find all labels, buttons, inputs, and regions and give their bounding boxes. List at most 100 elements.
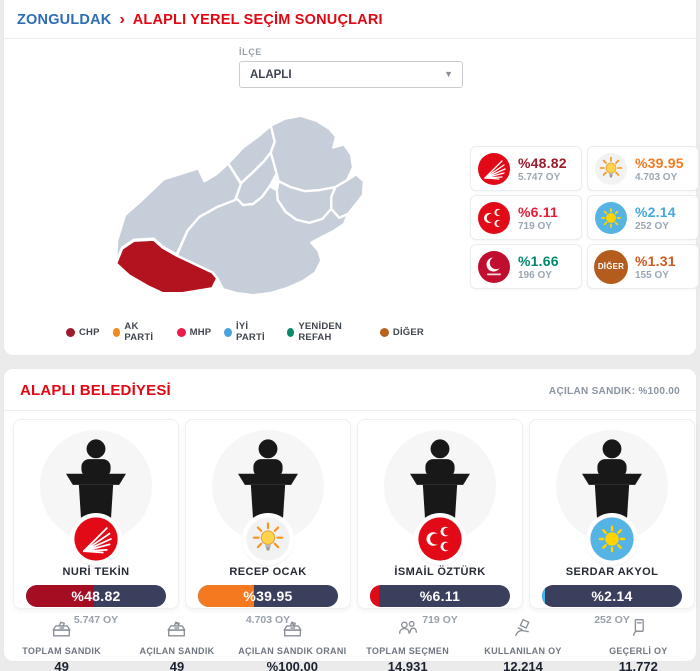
party-percent: %48.82 bbox=[518, 154, 567, 171]
party-votes: 196 OY bbox=[518, 269, 552, 281]
municipality-header: ALAPLI BELEDİYESİ AÇILAN SANDIK: %100.00 bbox=[4, 369, 696, 411]
party-card-yrp: %1.66 196 OY bbox=[470, 244, 582, 289]
party-card-diger: DİĞER %1.31 155 OY bbox=[587, 244, 699, 289]
vote-share-percent: %39.95 bbox=[243, 588, 293, 604]
legend-dot bbox=[224, 327, 233, 337]
avatar bbox=[530, 420, 694, 566]
vote-share-bar: %2.14 bbox=[542, 585, 682, 607]
iyi-logo-icon bbox=[594, 201, 628, 235]
candidate-votes: 252 OY bbox=[594, 614, 630, 626]
vote-share-bar-fill bbox=[370, 585, 379, 607]
legend-item-mhp: MHP bbox=[176, 321, 212, 343]
vote-share-bar-fill bbox=[198, 585, 254, 607]
legend-item-chp: CHP bbox=[66, 321, 100, 343]
person-silhouette-icon bbox=[410, 439, 470, 526]
legend-item-yenidenrefah: YENİDEN REFAH bbox=[286, 321, 367, 343]
district-filter-label: İLÇE bbox=[239, 47, 262, 57]
akp-logo-icon bbox=[594, 152, 628, 186]
party-percent: %6.11 bbox=[518, 203, 558, 220]
candidate-votes: 4.703 OY bbox=[245, 614, 291, 626]
party-votes: 252 OY bbox=[635, 220, 669, 232]
cast-vote-icon bbox=[515, 619, 530, 636]
ballot-box-ratio-icon bbox=[283, 621, 302, 637]
party-card-akp: %39.95 4.703 OY bbox=[587, 146, 699, 191]
stat-toplam-secmen: TOPLAM SEÇMEN 14.931 bbox=[350, 613, 465, 671]
chp-logo-icon bbox=[477, 152, 511, 186]
breadcrumb-province-link[interactable]: ZONGULDAK bbox=[17, 12, 112, 28]
legend-dot bbox=[112, 327, 121, 337]
stat-acilan-sandik: AÇILAN SANDIK 49 bbox=[119, 613, 234, 671]
map-district-south[interactable] bbox=[175, 184, 350, 297]
avatar bbox=[14, 420, 178, 566]
person-silhouette-icon bbox=[582, 439, 642, 526]
party-percent: %1.66 bbox=[518, 252, 559, 269]
valid-vote-icon bbox=[632, 619, 644, 636]
iyi-logo-icon bbox=[589, 516, 635, 562]
party-votes: 155 OY bbox=[635, 269, 669, 281]
map-district-northeast[interactable] bbox=[269, 114, 355, 193]
party-votes: 4.703 OY bbox=[635, 171, 678, 183]
municipality-title: ALAPLI BELEDİYESİ bbox=[20, 382, 171, 399]
vote-share-bar: %39.95 bbox=[198, 585, 338, 607]
chevron-down-icon: ▼ bbox=[444, 68, 453, 79]
ballot-box-open-icon bbox=[167, 621, 186, 637]
ballot-box-icon bbox=[52, 621, 71, 637]
vote-share-bar-fill bbox=[26, 585, 95, 607]
district-select[interactable]: ALAPLI ▼ bbox=[239, 61, 463, 88]
legend-item-iyiparti: İYİ PARTİ bbox=[224, 321, 273, 343]
candidate-card-ismail-ozturk: İSMAİL ÖZTÜRK %6.11 719 OY bbox=[357, 419, 523, 626]
legend-dot bbox=[286, 327, 295, 337]
vote-share-percent: %2.14 bbox=[591, 588, 633, 604]
stat-gecerli-oy: GEÇERLİ OY 11.772 bbox=[581, 613, 696, 671]
stat-acilan-sandik-orani: AÇILAN SANDIK ORANI %100.00 bbox=[235, 613, 350, 671]
party-votes: 5.747 OY bbox=[518, 171, 561, 183]
legend-dot bbox=[66, 327, 75, 337]
candidate-name: SERDAR AKYOL bbox=[565, 566, 659, 578]
stat-kullanilan-oy: KULLANILAN OY 12.214 bbox=[465, 613, 580, 671]
candidate-cards: NURİ TEKİN %48.82 5.747 OY RECEP OCAK bbox=[13, 419, 695, 626]
diger-logo-icon: DİĞER bbox=[594, 249, 628, 284]
avatar bbox=[186, 420, 350, 566]
candidate-votes: 719 OY bbox=[422, 614, 458, 626]
akp-logo-icon bbox=[245, 516, 291, 562]
legend-dot bbox=[176, 327, 186, 337]
mhp-logo-icon bbox=[477, 201, 511, 235]
vote-share-percent: %48.82 bbox=[71, 588, 121, 604]
diger-logo-text: DİĞER bbox=[597, 262, 625, 271]
candidate-card-nuri-tekin: NURİ TEKİN %48.82 5.747 OY bbox=[13, 419, 179, 626]
person-silhouette-icon bbox=[66, 439, 126, 526]
summary-stats: TOPLAM SANDIK 49 AÇILAN SANDIK 49 AÇILAN… bbox=[4, 613, 696, 671]
breadcrumb: ZONGULDAK › ALAPLI YEREL SEÇİM SONUÇLARI bbox=[4, 0, 696, 39]
party-percent: %39.95 bbox=[635, 154, 684, 171]
vote-share-bar: %48.82 bbox=[26, 585, 166, 607]
party-percent: %1.31 bbox=[635, 252, 676, 269]
district-select-value: ALAPLI bbox=[250, 68, 292, 81]
party-card-iyi: %2.14 252 OY bbox=[587, 195, 699, 240]
party-results-grid: %48.82 5.747 OY %39.95 4.703 OY %6.1 bbox=[470, 146, 699, 289]
yeniden-refah-logo-icon bbox=[477, 250, 511, 284]
map-legend: CHP AK PARTİ MHP İYİ PARTİ YENİDEN REFAH… bbox=[66, 321, 424, 343]
vote-share-bar: %6.11 bbox=[370, 585, 510, 607]
legend-dot bbox=[379, 327, 389, 337]
party-votes: 719 OY bbox=[518, 220, 552, 232]
candidate-name: RECEP OCAK bbox=[229, 566, 307, 578]
candidate-votes: 5.747 OY bbox=[73, 614, 119, 626]
map-district-alapli-highlighted[interactable] bbox=[114, 238, 219, 295]
party-card-chp: %48.82 5.747 OY bbox=[470, 146, 582, 191]
legend-item-diger: DİĞER bbox=[379, 321, 424, 343]
candidate-name: İSMAİL ÖZTÜRK bbox=[394, 566, 486, 578]
opened-ballot-info: AÇILAN SANDIK: %100.00 bbox=[548, 386, 680, 397]
person-silhouette-icon bbox=[238, 439, 298, 526]
party-card-mhp: %6.11 719 OY bbox=[470, 195, 582, 240]
legend-item-akparti: AK PARTİ bbox=[112, 321, 164, 343]
stat-toplam-sandik: TOPLAM SANDIK 49 bbox=[4, 613, 119, 671]
vote-share-bar-fill bbox=[542, 585, 545, 607]
map-section-card: ZONGULDAK › ALAPLI YEREL SEÇİM SONUÇLARI… bbox=[3, 0, 699, 356]
page-title: ALAPLI YEREL SEÇİM SONUÇLARI bbox=[132, 12, 383, 28]
avatar bbox=[358, 420, 522, 566]
breadcrumb-separator-icon: › bbox=[119, 11, 125, 28]
candidate-card-recep-ocak: RECEP OCAK %39.95 4.703 OY bbox=[185, 419, 351, 626]
candidate-card-serdar-akyol: SERDAR AKYOL %2.14 252 OY bbox=[529, 419, 695, 626]
mhp-logo-icon bbox=[417, 516, 463, 562]
